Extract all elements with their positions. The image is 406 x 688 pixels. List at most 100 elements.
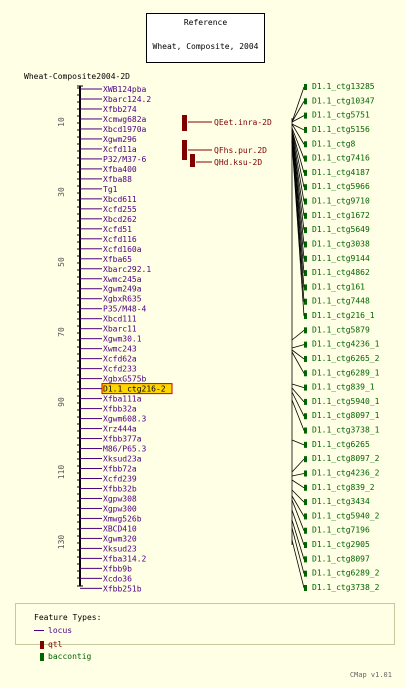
marker-label[interactable]: Xmwg526b [103, 514, 142, 523]
qtl-bar[interactable] [190, 154, 195, 167]
marker-label[interactable]: Xgpw308 [103, 494, 137, 503]
contig-label[interactable]: D1.1_ctg6289_1 [312, 368, 380, 377]
contig-label[interactable]: D1.1_ctg839_1 [312, 383, 375, 392]
contig-label[interactable]: D1.1_ctg6265_2 [312, 354, 380, 363]
marker-label[interactable]: Xcfd51 [103, 225, 132, 234]
contig-marker[interactable] [304, 227, 307, 234]
contig-marker[interactable] [304, 313, 307, 320]
marker-label[interactable]: Xbarc292.1 [103, 265, 151, 274]
contig-label[interactable]: D1.1_ctg4862 [312, 268, 370, 277]
marker-label[interactable]: Xcfd116 [103, 235, 137, 244]
qtl-label[interactable]: QFhs.pur.2D [214, 146, 267, 155]
marker-label[interactable]: Xcfd233 [103, 365, 137, 374]
reference-box[interactable]: Reference Wheat, Composite, 2004 [146, 13, 265, 63]
marker-label[interactable]: Xfbb9b [103, 564, 132, 573]
marker-label[interactable]: Xfbb377a [103, 435, 142, 444]
contig-marker[interactable] [304, 499, 307, 506]
contig-marker[interactable] [304, 284, 307, 291]
contig-marker[interactable] [304, 513, 307, 520]
marker-label[interactable]: Xbcd111 [103, 315, 137, 324]
contig-label[interactable]: D1.1_ctg7416 [312, 154, 370, 163]
contig-marker[interactable] [304, 184, 307, 191]
marker-label[interactable]: Xbarc11 [103, 325, 137, 334]
marker-label[interactable]: Tg1 [103, 185, 118, 194]
contig-label[interactable]: D1.1_ctg3434 [312, 497, 370, 506]
marker-label[interactable]: Xgwm249a [103, 285, 142, 294]
contig-label[interactable]: D1.1_ctg216_1 [312, 311, 375, 320]
contig-label[interactable]: D1.1_ctg4236_2 [312, 468, 380, 477]
marker-label[interactable]: Xcfd239 [103, 474, 137, 483]
marker-label[interactable]: Xgwm608.3 [103, 415, 147, 424]
contig-marker[interactable] [304, 155, 307, 162]
contig-marker[interactable] [304, 470, 307, 477]
contig-marker[interactable] [304, 570, 307, 577]
marker-label[interactable]: Xfba400 [103, 165, 137, 174]
contig-label[interactable]: D1.1_ctg3038 [312, 239, 370, 248]
marker-label[interactable]: Xcfd255 [103, 205, 137, 214]
contig-marker[interactable] [304, 98, 307, 105]
marker-label[interactable]: Xgwm296 [103, 135, 137, 144]
contig-label[interactable]: D1.1_ctg10347 [312, 96, 375, 105]
contig-marker[interactable] [304, 384, 307, 391]
marker-label[interactable]: Xfba314.2 [103, 554, 147, 563]
contig-label[interactable]: D1.1_ctg5966 [312, 182, 370, 191]
marker-label[interactable]: Xcfd62a [103, 355, 137, 364]
contig-marker[interactable] [304, 527, 307, 534]
marker-label[interactable]: Xbarc124.2 [103, 95, 151, 104]
contig-marker[interactable] [304, 413, 307, 420]
contig-label[interactable]: D1.1_ctg161 [312, 282, 365, 291]
contig-label[interactable]: D1.1_ctg3738_2 [312, 583, 380, 592]
contig-label[interactable]: D1.1_ctg13285 [312, 82, 375, 91]
marker-label[interactable]: Xbcd1970a [103, 125, 147, 134]
marker-label[interactable]: Xfba88 [103, 175, 132, 184]
contig-label[interactable]: D1.1_ctg8097 [312, 554, 370, 563]
contig-label[interactable]: D1.1_ctg7196 [312, 526, 370, 535]
marker-label[interactable]: Xgwm320 [103, 534, 137, 543]
contig-marker[interactable] [304, 212, 307, 219]
contig-marker[interactable] [304, 355, 307, 362]
marker-label[interactable]: XgbxR635 [103, 295, 142, 304]
contig-marker[interactable] [304, 441, 307, 448]
contig-label[interactable]: D1.1_ctg2905 [312, 540, 370, 549]
contig-label[interactable]: D1.1_ctg9144 [312, 254, 370, 263]
contig-label[interactable]: D1.1_ctg6289_2 [312, 569, 380, 578]
marker-label[interactable]: Xwmc243 [103, 345, 137, 354]
marker-label[interactable]: Xcmwg682a [103, 115, 147, 124]
marker-label[interactable]: Xgpw300 [103, 504, 137, 513]
marker-label[interactable]: Xfbb32b [103, 484, 137, 493]
contig-marker[interactable] [304, 456, 307, 463]
qtl-label[interactable]: QHd.ksu-2D [214, 158, 262, 167]
marker-label[interactable]: M86/P65.3 [103, 445, 147, 454]
marker-label[interactable]: Xfba65 [103, 255, 132, 264]
marker-label[interactable]: Xbcd262 [103, 215, 137, 224]
contig-label[interactable]: D1.1_ctg839_2 [312, 483, 375, 492]
marker-label[interactable]: Xcfd11a [103, 145, 137, 154]
contig-marker[interactable] [304, 370, 307, 377]
marker-label[interactable]: Xrz444a [103, 425, 137, 434]
marker-label[interactable]: Xfbb274 [103, 105, 137, 114]
contig-marker[interactable] [304, 84, 307, 90]
contig-marker[interactable] [304, 255, 307, 262]
contig-marker[interactable] [304, 327, 307, 334]
contig-label[interactable]: D1.1_ctg5940_2 [312, 511, 380, 520]
contig-label[interactable]: D1.1_ctg5156 [312, 125, 370, 134]
marker-label[interactable]: Xksud23 [103, 544, 137, 553]
contig-label[interactable]: D1.1_ctg5940_1 [312, 397, 380, 406]
marker-label[interactable]: P35/M48-4 [103, 305, 147, 314]
contig-label[interactable]: D1.1_ctg5879 [312, 325, 370, 334]
contig-label[interactable]: D1.1_ctg6265 [312, 440, 370, 449]
marker-label[interactable]: Xfbb72a [103, 465, 137, 474]
contig-marker[interactable] [304, 584, 307, 591]
contig-marker[interactable] [304, 542, 307, 549]
marker-label[interactable]: Xbcd611 [103, 195, 137, 204]
contig-marker[interactable] [304, 112, 307, 119]
contig-label[interactable]: D1.1_ctg8 [312, 139, 356, 148]
contig-marker[interactable] [304, 484, 307, 491]
contig-label[interactable]: D1.1_ctg3738_1 [312, 426, 380, 435]
contig-marker[interactable] [304, 126, 307, 133]
marker-label-highlighted[interactable]: D1.1_ctg216-2 [103, 385, 166, 394]
contig-marker[interactable] [304, 398, 307, 405]
contig-label[interactable]: D1.1_ctg8097_2 [312, 454, 380, 463]
marker-label[interactable]: Xcfd160a [103, 245, 142, 254]
contig-marker[interactable] [304, 270, 307, 277]
